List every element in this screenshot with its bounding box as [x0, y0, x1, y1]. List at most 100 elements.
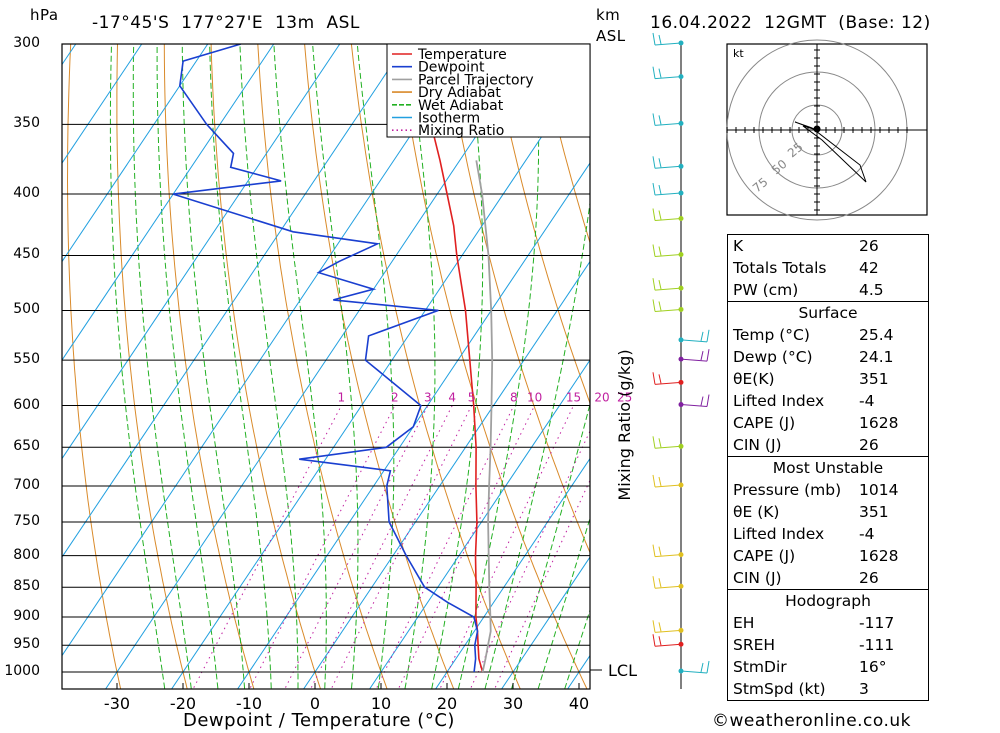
dry-adiabat-line	[350, 44, 521, 689]
dry-adiabat-line	[304, 44, 455, 689]
wind-barb-feather	[706, 394, 710, 407]
plot-frame	[61, 43, 591, 690]
wind-barb-feather	[652, 278, 656, 291]
row-value: 26	[859, 237, 879, 255]
dry-adiabat-line	[444, 44, 590, 554]
mixing-ratio-axis-label: Mixing Ratio (g/kg)	[615, 349, 634, 500]
mixing-ratio-tick: 2	[391, 391, 399, 405]
wind-barb-feather	[652, 474, 656, 488]
row-label: CIN (J)	[733, 436, 782, 454]
table-row: StmDir 16°	[728, 656, 928, 678]
pressure-tick: 400	[13, 185, 40, 202]
wind-barb	[680, 339, 708, 343]
table-row: CAPE (J) 1628	[728, 412, 928, 434]
row-value: 1628	[859, 547, 899, 565]
table-row: Pressure (mb) 1014	[728, 479, 928, 501]
isotherm-line	[303, 260, 590, 689]
wind-barb	[654, 287, 682, 291]
isotherm-line	[62, 44, 209, 263]
row-label: Lifted Index	[733, 525, 825, 543]
wet-adiabat-line	[431, 44, 484, 689]
legend-item: Temperature	[417, 47, 507, 63]
wind-barb	[654, 192, 682, 196]
dry-adiabat-line	[257, 44, 388, 689]
temperature-tick: 40	[568, 694, 590, 713]
isotherms	[62, 44, 590, 689]
row-value: 351	[859, 370, 889, 388]
wet-adiabat-line	[239, 44, 299, 689]
isotherm-line	[62, 44, 275, 361]
row-value: 3	[859, 680, 869, 698]
row-label: Pressure (mb)	[733, 481, 842, 499]
wind-barb	[654, 122, 682, 126]
pressure-tick: 900	[13, 608, 40, 625]
row-label: CIN (J)	[733, 569, 782, 587]
temperature-tick: 20	[436, 694, 458, 713]
wind-barb-feather	[658, 280, 662, 290]
dry-adiabat-line	[952, 26, 1000, 697]
wind-barb-feather	[652, 544, 656, 557]
wet-adiabat-line	[156, 44, 219, 689]
mixing-ratio-tick: 20	[594, 391, 609, 405]
legend-item: Wet Adiabat	[418, 98, 504, 114]
row-value: 26	[859, 569, 879, 587]
hodograph-params-title: Hodograph	[728, 589, 928, 612]
temperature-tick: 30	[502, 694, 524, 713]
pressure-tick: 600	[13, 396, 40, 413]
row-value: 16°	[859, 658, 887, 676]
mixing-ratio-line	[330, 405, 473, 689]
row-label: Lifted Index	[733, 392, 825, 410]
legend-item: Parcel Trajectory	[418, 72, 534, 88]
sounding-series	[172, 44, 494, 673]
wind-barb	[654, 381, 682, 385]
wind-barb-feather	[658, 34, 662, 45]
wet-adiabat-line	[404, 44, 436, 689]
wet-adiabat-line	[511, 402, 590, 689]
wind-barb	[680, 358, 708, 362]
hodograph-unit: kt	[733, 47, 744, 60]
dry-adiabat-line	[491, 44, 590, 405]
dry-adiabat-line	[538, 44, 590, 245]
dry-adiabat-line	[163, 44, 255, 689]
wind-barb-feather	[652, 620, 656, 633]
wind-barb-feather	[652, 32, 656, 46]
table-row: K 26	[728, 235, 928, 257]
legend-item: Dewpoint	[418, 60, 485, 76]
table-row: PW (cm) 4.5	[728, 279, 928, 301]
mixing-ratio-tick: 5	[468, 391, 476, 405]
row-label: θE (K)	[733, 503, 780, 521]
wind-barb-feather	[652, 372, 656, 385]
isotherm-line	[501, 556, 590, 689]
pressure-tick: 450	[13, 246, 40, 263]
dry-adiabat-line	[116, 44, 188, 689]
wind-barb-feather	[658, 546, 662, 556]
wind-barb-feather	[652, 299, 656, 312]
wind-barb-feather	[700, 662, 704, 673]
wet-adiabat-line	[209, 44, 272, 689]
mixing-ratio-tick: 8	[510, 391, 518, 405]
wind-barb	[654, 76, 682, 80]
wind-barb	[654, 484, 682, 488]
row-label: StmSpd (kt)	[733, 680, 826, 698]
wind-barb-feather	[658, 438, 662, 448]
row-label: CAPE (J)	[733, 547, 796, 565]
pressure-tick: 350	[13, 115, 40, 132]
pressure-tick: 650	[13, 438, 40, 455]
wind-barb-feather	[700, 396, 704, 406]
mixing-ratio-tick: 1	[338, 391, 346, 405]
surface-title: Surface	[728, 301, 928, 324]
row-value: -4	[859, 392, 875, 410]
table-row: CIN (J) 26	[728, 434, 928, 456]
wet-adiabat-line	[356, 44, 395, 689]
wind-barb-feather	[652, 244, 656, 257]
row-label: Dewp (°C)	[733, 348, 813, 366]
isotherm-line	[62, 44, 473, 657]
isotherm-line	[237, 162, 590, 689]
wet-adiabat-line	[457, 44, 540, 689]
wind-barb	[654, 218, 682, 222]
isotherm-line	[62, 44, 143, 164]
mixing-ratio-line	[494, 479, 590, 689]
most-unstable-title: Most Unstable	[728, 456, 928, 479]
